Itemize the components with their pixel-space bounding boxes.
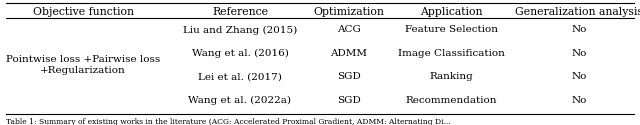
Text: Optimization: Optimization xyxy=(314,7,384,17)
Text: Wang et al. (2022a): Wang et al. (2022a) xyxy=(189,96,291,105)
Text: ACG: ACG xyxy=(337,26,361,35)
Text: Reference: Reference xyxy=(212,7,268,17)
Text: Feature Selection: Feature Selection xyxy=(404,26,498,35)
Text: No: No xyxy=(572,26,587,35)
Text: SGD: SGD xyxy=(337,72,361,81)
Text: Liu and Zhang (2015): Liu and Zhang (2015) xyxy=(183,26,297,35)
Text: ADMM: ADMM xyxy=(330,49,367,58)
Text: Ranking: Ranking xyxy=(429,72,473,81)
Text: Lei et al. (2017): Lei et al. (2017) xyxy=(198,72,282,81)
Text: Table 1: Summary of existing works in the literature (ACG: Accelerated Proximal : Table 1: Summary of existing works in th… xyxy=(6,118,451,125)
Text: No: No xyxy=(572,96,587,105)
Text: Objective function: Objective function xyxy=(33,7,134,17)
Text: Generalization analysis: Generalization analysis xyxy=(515,7,640,17)
Text: Image Classification: Image Classification xyxy=(398,49,504,58)
Text: Application: Application xyxy=(420,7,483,17)
Text: No: No xyxy=(572,72,587,81)
Text: SGD: SGD xyxy=(337,96,361,105)
Text: No: No xyxy=(572,49,587,58)
Text: Pointwise loss +Pairwise loss
+Regularization: Pointwise loss +Pairwise loss +Regulariz… xyxy=(6,55,161,75)
Text: Wang et al. (2016): Wang et al. (2016) xyxy=(191,48,289,58)
Text: Recommendation: Recommendation xyxy=(406,96,497,105)
